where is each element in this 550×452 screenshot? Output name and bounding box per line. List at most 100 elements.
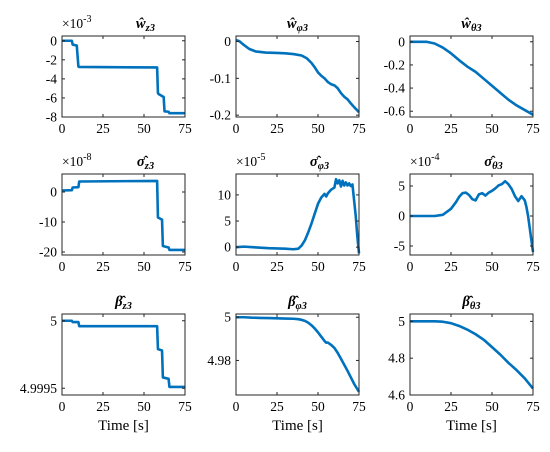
x-tick-label: 75: [526, 121, 540, 136]
series-line-1: [410, 179, 535, 253]
axes-frame: [61, 313, 186, 396]
y-tick-label: 0: [224, 240, 231, 255]
exponent-label: ×10-3: [62, 14, 91, 31]
y-tick-label: 4.9995: [20, 381, 57, 396]
exponent-label: ×10-4: [410, 152, 439, 169]
series-line-1: [61, 179, 185, 252]
y-tick-label: 0: [50, 185, 57, 200]
y-tick-label: 5: [224, 214, 231, 229]
x-tick-label: 50: [311, 399, 325, 414]
y-tick-label: -0.4: [384, 81, 406, 96]
x-axis-label: Time [s]: [98, 418, 149, 434]
x-tick-label: 50: [137, 121, 151, 136]
exponent-label: ×10-5: [236, 152, 265, 169]
x-tick-label: 50: [485, 399, 499, 414]
x-tick-label: 50: [485, 121, 499, 136]
y-tick-label: 4.6: [388, 388, 405, 403]
chart-title: β̂φ3: [287, 294, 307, 312]
axes-frame: [409, 313, 534, 396]
x-tick-label: 0: [59, 121, 66, 136]
chart-title: σ̂z3: [137, 154, 154, 172]
chart-panel-9: 0 25 50 75 5 4.8 4.6 β̂θ3 Time [s]: [388, 294, 540, 434]
axes-frame: [409, 35, 534, 118]
y-tick-label: -2: [46, 52, 57, 67]
x-tick-label: 50: [311, 259, 325, 274]
series-line-1: [235, 177, 361, 254]
x-tick-label: 0: [233, 399, 240, 414]
y-tick-label: -0.2: [384, 57, 405, 72]
x-tick-label: 50: [137, 399, 151, 414]
x-tick-label: 75: [352, 121, 366, 136]
y-tick-label: -4: [46, 71, 57, 86]
y-tick-label: -20: [39, 245, 57, 260]
x-axis-label: Time [s]: [272, 418, 323, 434]
y-tick-label: 0: [398, 209, 405, 224]
chart-panel-2: 0 25 50 75 0 -0.1 -0.2 ŵφ3: [210, 16, 366, 136]
chart-title: σ̂θ3: [484, 154, 503, 172]
x-tick-label: 75: [352, 259, 366, 274]
x-tick-label: 75: [526, 259, 540, 274]
x-tick-label: 50: [311, 121, 325, 136]
x-tick-label: 0: [233, 259, 240, 274]
x-tick-label: 75: [352, 399, 366, 414]
chart-title: β̂θ3: [461, 294, 480, 312]
chart-title: ŵz3: [135, 16, 155, 34]
x-tick-label: 25: [444, 259, 458, 274]
x-tick-label: 25: [96, 121, 110, 136]
axes-frame: [235, 313, 360, 396]
x-tick-label: 25: [96, 259, 110, 274]
series-line-1: [410, 40, 534, 116]
x-tick-label: 25: [444, 399, 458, 414]
y-tick-label: -0.6: [384, 104, 406, 119]
y-tick-label: 0: [50, 33, 57, 48]
y-tick-label: 10: [218, 187, 232, 202]
x-tick-label: 0: [233, 121, 240, 136]
chart-panel-8: 0 25 50 75 5 4.98 β̂φ3 Time [s]: [207, 294, 366, 434]
chart-panel-4: 0 25 50 75 0 -10 -20 σ̂z3 ×10-8: [39, 152, 192, 274]
x-tick-label: 25: [96, 399, 110, 414]
x-tick-label: 0: [407, 121, 414, 136]
y-tick-label: -10: [39, 215, 57, 230]
y-tick-label: 0: [398, 34, 405, 49]
x-tick-label: 0: [407, 399, 414, 414]
x-tick-label: 25: [270, 399, 284, 414]
series-line-1: [410, 320, 535, 390]
y-tick-label: -6: [46, 90, 57, 105]
x-tick-label: 75: [178, 399, 192, 414]
y-tick-label: 4.8: [388, 351, 405, 366]
chart-panel-1: 0 25 50 75 0 -2 -4 -6 -8 ŵz3 ×10-3: [46, 14, 192, 136]
series-line-1: [62, 319, 185, 389]
y-tick-label: 5: [224, 310, 231, 325]
x-tick-label: 75: [178, 259, 192, 274]
axes-frame: [409, 173, 534, 256]
x-tick-label: 0: [407, 259, 414, 274]
chart-title: ŵθ3: [460, 16, 481, 34]
axes-frame: [235, 173, 360, 256]
x-tick-label: 75: [526, 399, 540, 414]
axes-frame: [61, 35, 186, 118]
chart-title: β̂z3: [114, 294, 132, 312]
chart-panel-3: 0 25 50 75 0 -0.2 -0.4 -0.6 ŵθ3: [384, 16, 540, 136]
x-axis-label: Time [s]: [446, 418, 497, 434]
x-tick-label: 25: [270, 259, 284, 274]
series-line-1: [235, 38, 360, 114]
y-tick-label: -8: [46, 110, 57, 125]
y-tick-label: 5: [398, 179, 405, 194]
y-tick-label: 5: [398, 314, 405, 329]
exponent-label: ×10-8: [62, 152, 91, 169]
chart-title: ŵφ3: [286, 16, 308, 34]
axes-frame: [61, 173, 186, 256]
chart-title: σ̂φ3: [310, 154, 329, 172]
series-line-1: [62, 39, 185, 115]
x-tick-label: 25: [270, 121, 284, 136]
x-tick-label: 0: [59, 259, 66, 274]
y-tick-label: -0.1: [210, 71, 231, 86]
y-tick-label: -5: [394, 239, 405, 254]
y-tick-label: 4.98: [207, 353, 231, 368]
x-tick-label: 0: [59, 399, 66, 414]
x-tick-label: 50: [137, 259, 151, 274]
x-tick-label: 25: [444, 121, 458, 136]
